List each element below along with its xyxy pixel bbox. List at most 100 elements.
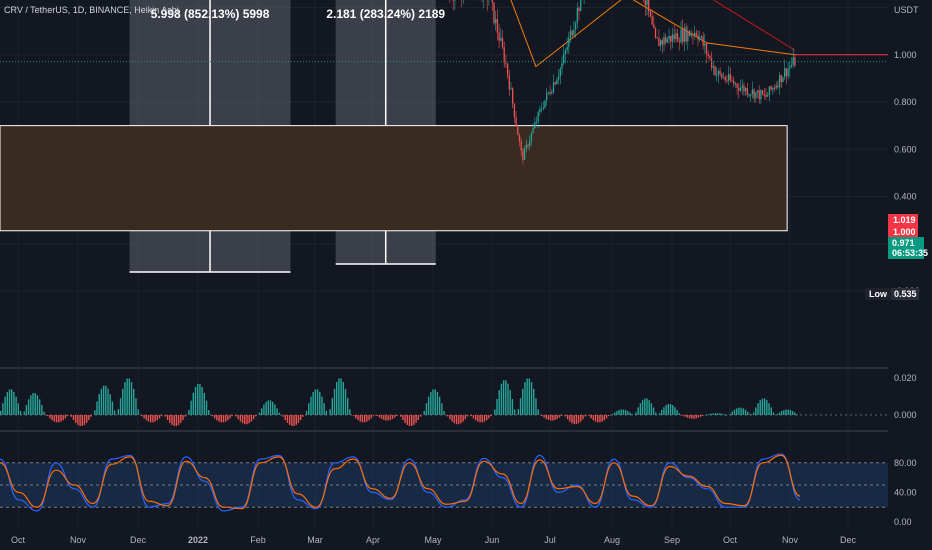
hist-bar-4-5 [105,385,107,415]
hist-bar-30-9 [725,414,728,416]
hist-bar-21-4 [502,380,505,415]
hist-bar-5-8 [135,398,137,415]
hist-bar-12-3 [288,415,291,425]
candle-body-333 [566,47,568,51]
candle-body-455 [773,87,776,89]
hist-bar-1-1 [25,404,28,415]
hist-bar-25-4 [597,415,599,423]
hist-bar-26-5 [622,409,625,415]
time-label-8: Jun [485,535,500,545]
hist-bar-29-7 [697,415,700,418]
hist-bar-16-1 [378,415,381,418]
hist-bar-33-9 [796,414,798,416]
hist-bar-15-3 [359,415,361,422]
hist-bar-19-3 [453,415,456,424]
candle-body-316 [537,111,539,122]
hist-bar-33-6 [789,410,792,415]
hist-bar-7-9 [184,415,186,417]
time-axis[interactable]: Oct Nov Dec 2022 Feb Mar Apr May Jun Jul Aug Sep Oct… [11,535,857,545]
hist-bar-9-3 [218,415,220,422]
candle-body-448 [761,90,764,95]
candle-body-299 [508,75,510,90]
hist-bar-14-8 [347,398,349,415]
hist-bar-33-4 [785,409,787,415]
candle-body-402 [683,27,686,42]
hist-bar-24-7 [580,415,582,422]
hist-bar-23-8 [558,415,561,418]
hist-bar-19-2 [451,415,453,422]
hist-bar-14-5 [340,378,342,415]
hist-bar-16-8 [394,415,396,418]
hist-bar-29-4 [691,415,693,419]
support-zone-box[interactable] [0,125,788,232]
hist-bar-28-4 [667,404,670,415]
hist-bar-33-1 [778,412,781,415]
hist-bar-12-6 [295,415,297,425]
hist-bar-4-9 [113,410,116,415]
hist-bar-29-1 [684,415,686,417]
hist-bar-2-4 [55,415,58,423]
hist-bar-3-7 [85,415,88,423]
hist-bar-0-7 [15,396,17,415]
hist-bar-15-0 [352,415,355,417]
hist-bar-17-9 [419,415,422,417]
hist-bar-4-1 [96,401,98,415]
ema-tag-a-text: 1.019 [893,215,916,225]
hist-bar-5-3 [124,382,126,415]
candle-body-417 [709,55,711,58]
hist-bar-19-6 [460,415,462,424]
hist-bar-29-6 [695,415,697,419]
hist-bar-30-7 [721,413,723,415]
candle-body-432 [734,83,737,85]
hist-bar-8-8 [205,400,208,415]
hist-bar-5-2 [122,388,124,415]
hist-bar-23-0 [541,415,543,416]
candle-body-326 [554,82,556,85]
low-tag-label: Low [869,289,888,299]
hist-bar-16-0 [376,415,378,416]
time-label-1: Nov [70,535,87,545]
candle-body-302 [513,103,516,118]
hist-bar-13-9 [325,410,328,415]
candle-body-458 [778,75,781,88]
hist-bar-15-8 [370,415,372,419]
candle-body-298 [506,63,509,76]
candle-body-464 [789,66,791,69]
candle-body-311 [529,140,531,147]
candle-body-409 [695,32,697,36]
candle-body-459 [780,75,782,83]
hist-bar-11-8 [276,408,278,415]
hist-bar-29-9 [702,415,704,416]
hist-bar-29-2 [686,415,689,418]
candle-body-266 [452,0,454,1]
hist-bar-9-7 [227,415,229,421]
symbol-legend[interactable]: CRV / TetherUS, 1D, BINANCE, Heikin Ashi [4,5,179,15]
hist-bar-4-7 [109,394,111,415]
hist-bar-2-9 [66,415,69,417]
hist-bar-23-6 [554,415,556,420]
candle-body-301 [512,88,514,104]
candle-body-439 [746,88,748,95]
candle-body-452 [768,86,771,96]
hist-bar-20-3 [477,415,479,422]
hist-bar-3-6 [83,415,86,425]
hist-bar-20-6 [483,415,486,422]
currency-label[interactable]: USDT [894,5,919,15]
hist-bar-26-9 [631,414,633,416]
candle-body-440 [748,94,750,96]
candle-body-324 [551,92,553,94]
hist-bar-28-0 [658,413,661,415]
support-zone[interactable] [0,125,788,232]
time-label-13: Nov [782,535,799,545]
low-tag-value: 0.535 [894,289,917,299]
candle-body-399 [678,41,680,43]
time-label-3: 2022 [188,535,208,545]
hist-bar-1-3 [30,395,32,415]
candle-body-412 [700,36,703,38]
hist-bar-33-7 [791,411,794,415]
candle-body-325 [552,82,555,93]
hist-bar-7-2 [169,415,171,423]
hist-bar-25-5 [599,415,601,423]
hist-bar-3-3 [77,415,79,425]
